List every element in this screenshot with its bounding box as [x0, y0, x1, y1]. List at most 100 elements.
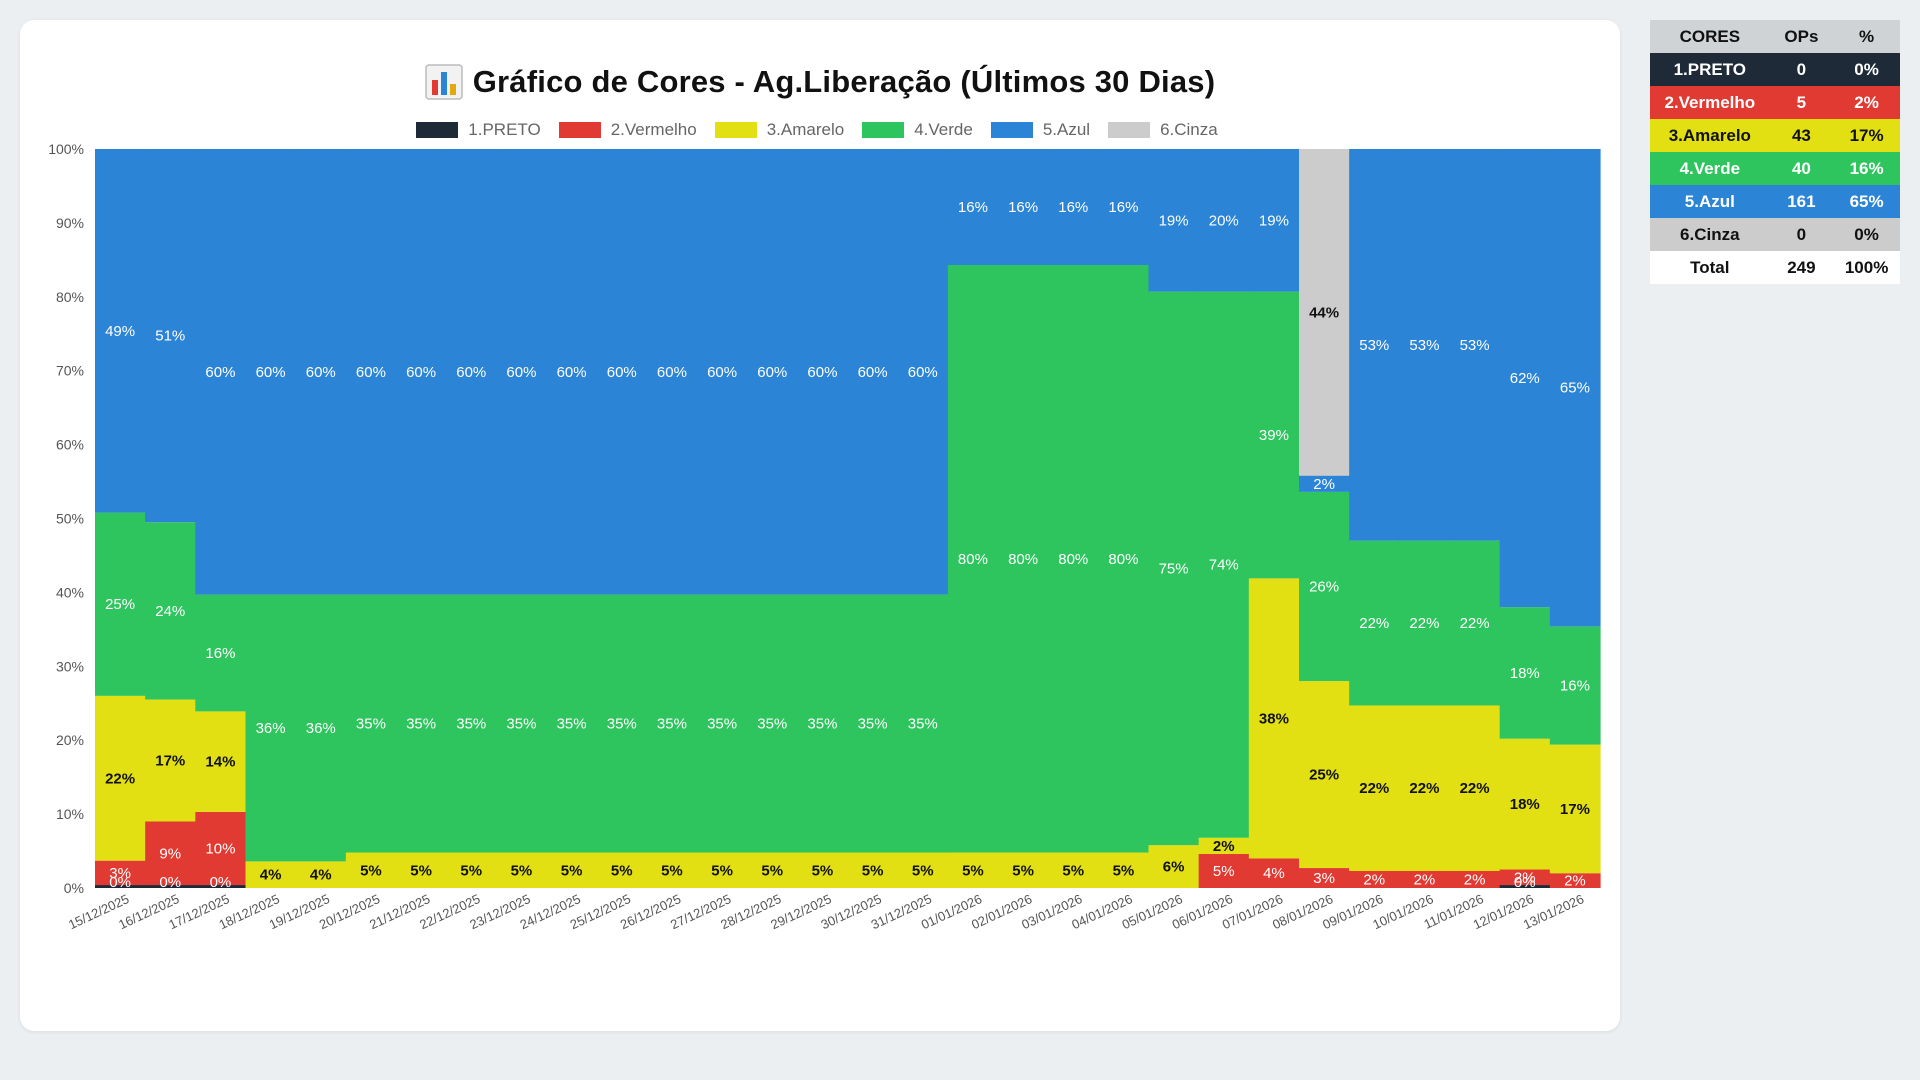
bar-data-label: 0% — [1514, 874, 1536, 891]
bar-data-label: 4% — [310, 867, 332, 884]
bar-segment — [897, 852, 949, 888]
legend-item[interactable]: 1.PRETO — [416, 120, 541, 140]
bar-data-label: 5% — [1113, 862, 1135, 879]
chart-title-container: Gráfico de Cores - Ag.Liberação (Últimos… — [0, 64, 1640, 100]
bar-segment — [1299, 868, 1350, 888]
bar-segment — [95, 149, 146, 513]
bar-data-label: 19% — [1159, 212, 1189, 229]
bar-data-label: 22% — [1359, 615, 1389, 632]
bar-segment — [95, 885, 146, 888]
bar-data-label: 9% — [159, 845, 181, 862]
bar-data-label: 2% — [1564, 873, 1586, 890]
bar-data-label: 5% — [410, 862, 432, 879]
legend-label: 4.Verde — [914, 120, 973, 139]
bar-data-label: 60% — [256, 364, 286, 381]
bar-data-label: 5% — [1213, 863, 1235, 880]
bar-data-label: 2% — [1313, 476, 1335, 493]
bar-data-label: 80% — [1108, 551, 1138, 568]
summary-table: CORES OPs % 1.PRETO 0 0% 2.Vermelho 5 2% 3.Ama… — [1650, 20, 1900, 284]
bar-data-label: 5% — [1012, 862, 1034, 879]
bar-data-label: 3% — [1313, 870, 1335, 887]
bar-segment — [295, 149, 347, 595]
bar-data-label: 2% — [1514, 869, 1536, 886]
legend-label: 2.Vermelho — [610, 120, 697, 139]
bar-segment — [1198, 854, 1250, 888]
legend-label: 5.Azul — [1042, 120, 1091, 139]
bar-segment — [496, 149, 548, 595]
bar-data-label: 5% — [962, 862, 984, 879]
bar-segment — [195, 594, 247, 712]
bar-data-label: 5% — [761, 862, 783, 879]
bar-segment — [546, 149, 598, 595]
bar-data-label: 35% — [858, 716, 888, 733]
bar-segment — [1549, 149, 1601, 627]
summary-cell-ops: 161 — [1787, 191, 1816, 211]
legend-item[interactable]: 3.Amarelo — [714, 120, 844, 140]
legend-item[interactable]: 2.Vermelho — [558, 120, 697, 140]
bar-segment — [947, 149, 999, 266]
bar-segment — [145, 885, 196, 888]
bar-segment — [1349, 871, 1400, 888]
summary-row: 6.Cinza 0 0% — [1650, 218, 1900, 251]
bar-segment — [345, 149, 397, 595]
bar-data-label: 60% — [757, 364, 787, 381]
bar-data-label: 4% — [260, 867, 282, 884]
y-tick-label: 70% — [56, 363, 84, 379]
bar-data-label: 24% — [155, 603, 185, 620]
legend-item[interactable]: 6.Cinza — [1108, 120, 1218, 140]
bar-segment — [897, 149, 949, 595]
bar-segment — [1299, 475, 1350, 492]
y-tick-label: 90% — [56, 215, 84, 231]
bar-data-label: 60% — [306, 364, 336, 381]
bar-data-label: 2% — [1213, 838, 1235, 855]
bar-segment — [145, 522, 196, 700]
bar-segment — [396, 852, 447, 888]
bar-data-label: 62% — [1510, 370, 1540, 387]
bar-data-label: 16% — [958, 199, 988, 216]
bar-segment — [1449, 705, 1501, 872]
bar-segment — [195, 811, 247, 886]
bar-data-label: 38% — [1259, 710, 1289, 727]
bar-data-label: 16% — [1108, 199, 1138, 216]
bar-segment — [1549, 626, 1601, 745]
bar-data-label: 25% — [105, 596, 135, 613]
bar-data-label: 14% — [205, 754, 235, 771]
bar-segment — [1248, 578, 1300, 859]
bar-segment — [847, 149, 899, 595]
y-tick-label: 30% — [56, 658, 84, 674]
bar-data-label: 60% — [557, 364, 587, 381]
bar-segment — [797, 852, 849, 888]
summary-cell-pct: 2% — [1854, 92, 1879, 112]
bar-data-label: 16% — [1058, 199, 1088, 216]
bar-segment — [646, 852, 698, 888]
bar-data-label: 20% — [1209, 212, 1239, 229]
bar-segment — [195, 149, 247, 595]
bar-segment — [195, 711, 247, 812]
bar-segment — [1399, 540, 1451, 706]
bar-segment — [747, 594, 798, 853]
bar-segment — [1499, 869, 1551, 886]
y-tick-label: 60% — [56, 437, 84, 453]
bar-data-label: 60% — [456, 364, 486, 381]
bar-segment — [1349, 149, 1400, 541]
legend-item[interactable]: 5.Azul — [990, 120, 1091, 140]
bar-segment — [1499, 738, 1551, 870]
bar-data-label: 60% — [406, 364, 436, 381]
bar-segment — [1048, 149, 1099, 266]
legend-swatch — [1108, 122, 1151, 138]
bar-segment — [1048, 852, 1099, 888]
bar-segment — [1399, 149, 1451, 541]
bar-segment — [1248, 291, 1300, 579]
bar-segment — [1299, 681, 1350, 869]
summary-cell-pct: 100% — [1844, 257, 1889, 277]
bar-data-label: 0% — [159, 874, 181, 891]
bar-segment — [95, 512, 146, 696]
bar-segment — [446, 594, 497, 853]
bar-data-label: 74% — [1209, 557, 1239, 574]
bar-data-label: 51% — [155, 328, 185, 345]
bar-segment — [145, 149, 196, 523]
bar-data-label: 16% — [1560, 678, 1590, 695]
legend-item[interactable]: 4.Verde — [862, 120, 973, 140]
legend-swatch — [714, 122, 757, 138]
bar-segment — [747, 852, 798, 888]
